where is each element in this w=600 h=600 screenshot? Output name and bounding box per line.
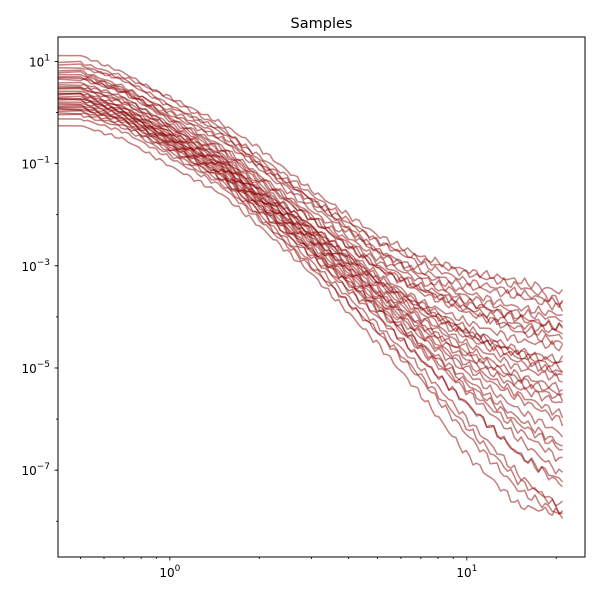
- chart-title: Samples: [291, 16, 353, 32]
- series-line-32: [58, 92, 563, 377]
- series-line-25: [58, 102, 564, 427]
- series-line-23: [58, 95, 563, 393]
- series-line-18: [58, 70, 563, 317]
- series-line-33: [58, 98, 564, 402]
- plot-frame: [57, 36, 586, 558]
- series-line-17: [58, 124, 564, 519]
- x-axis-ticks: 100 101: [80, 557, 557, 580]
- y-tick-label: 10−5: [21, 360, 50, 376]
- series-line-29: [58, 63, 564, 309]
- series-line-30: [58, 76, 563, 346]
- y-axis-ticks: 101 10−1 10−3 10−5 10−7: [21, 53, 58, 522]
- series-lines: [58, 54, 564, 519]
- series-line-26: [58, 105, 563, 447]
- series-line-21: [58, 87, 564, 364]
- series-line-35: [58, 118, 563, 507]
- series-line-2: [58, 60, 564, 295]
- series-line-19: [58, 76, 564, 331]
- series-line-11: [58, 97, 564, 419]
- x-tick-label: 100: [159, 564, 180, 580]
- y-tick-label: 101: [29, 53, 50, 69]
- y-tick-label: 10−3: [21, 258, 50, 274]
- series-line-4: [58, 69, 563, 323]
- series-line-28: [58, 112, 563, 488]
- y-tick-label: 10−7: [21, 462, 50, 478]
- y-tick-label: 10−1: [21, 156, 50, 172]
- x-tick-label: 101: [456, 564, 477, 580]
- series-line-16: [58, 113, 563, 515]
- series-line-20: [58, 83, 563, 335]
- series-line-34: [58, 106, 563, 451]
